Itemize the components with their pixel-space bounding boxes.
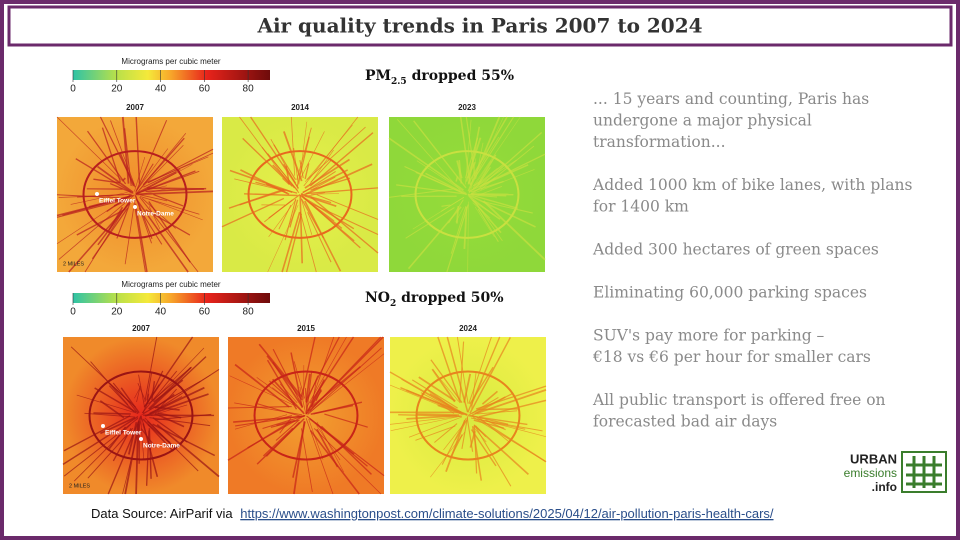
heading-prefix: PM	[365, 68, 391, 84]
road	[418, 414, 460, 415]
tick-label: 60	[199, 84, 211, 95]
scale-label: Micrograms per cubic meter	[121, 57, 220, 66]
footer-prefix: Data Source: AirParif via	[91, 506, 233, 521]
bullet-line: All public transport is offered free on	[592, 391, 886, 409]
bullet-line: forecasted bad air days	[593, 413, 777, 431]
bullet-line: SUV's pay more for parking –	[593, 327, 825, 345]
logo-text: emissions	[844, 466, 897, 480]
heading-suffix: dropped 55%	[407, 68, 514, 84]
footer: Data Source: AirParif via https://www.wa…	[91, 506, 774, 521]
landmark-label: Notre-Dame	[143, 443, 180, 450]
map-year: 2007	[132, 324, 150, 333]
logo-text: URBAN	[850, 451, 897, 466]
scale-label: Micrograms per cubic meter	[121, 280, 220, 289]
scale-bar: 2 MILES	[69, 483, 90, 489]
heading: NO2 dropped 50%	[365, 290, 504, 309]
bullet-line: for 1400 km	[593, 198, 689, 216]
tick-label: 20	[111, 84, 123, 95]
bullet-line: Added 300 hectares of green spaces	[592, 241, 879, 259]
tick-label: 80	[243, 307, 255, 318]
map-year: 2015	[297, 324, 315, 333]
map-year: 2024	[459, 324, 477, 333]
tick-label: 20	[111, 307, 123, 318]
heading-prefix: NO	[365, 290, 390, 306]
landmark	[95, 192, 99, 196]
road	[471, 194, 513, 195]
bullet-line: Added 1000 km of bike lanes, with plans	[592, 176, 912, 194]
scale-bar: 2 MILES	[63, 261, 84, 267]
heading: PM2.5 dropped 55%	[365, 68, 514, 87]
map-year: 2023	[458, 103, 476, 112]
tick-label: 40	[155, 84, 167, 95]
bullet-line: €18 vs €6 per hour for smaller cars	[592, 348, 871, 366]
map-year: 2007	[126, 103, 144, 112]
bullet-line: Eliminating 60,000 parking spaces	[593, 284, 867, 302]
bullet-line: transformation...	[593, 133, 726, 151]
map-year: 2014	[291, 103, 309, 112]
landmark-label: Notre-Dame	[137, 211, 174, 218]
road	[93, 413, 130, 414]
source-link[interactable]: https://www.washingtonpost.com/climate-s…	[240, 506, 774, 521]
tick-label: 40	[155, 307, 167, 318]
tick-label: 60	[199, 307, 211, 318]
landmark	[133, 205, 137, 209]
tick-label: 0	[70, 84, 76, 95]
landmark-label: Eiffel Tower	[105, 430, 142, 437]
bullet-line: undergone a major physical	[593, 112, 812, 130]
heading-subscript: 2.5	[391, 77, 407, 87]
logo: URBAN emissions .info	[844, 451, 946, 494]
tick-label: 0	[70, 307, 76, 318]
landmark-label: Eiffel Tower	[99, 198, 136, 205]
landmark	[101, 424, 105, 428]
color-bar	[73, 293, 270, 303]
color-bar	[73, 70, 270, 80]
heading-suffix: dropped 50%	[396, 290, 503, 306]
title: Air quality trends in Paris 2007 to 2024	[256, 14, 702, 38]
tick-label: 80	[243, 84, 255, 95]
road	[477, 409, 518, 410]
bullet-line: ... 15 years and counting, Paris has	[593, 90, 869, 108]
landmark	[139, 437, 143, 441]
logo-text: .info	[872, 480, 897, 494]
